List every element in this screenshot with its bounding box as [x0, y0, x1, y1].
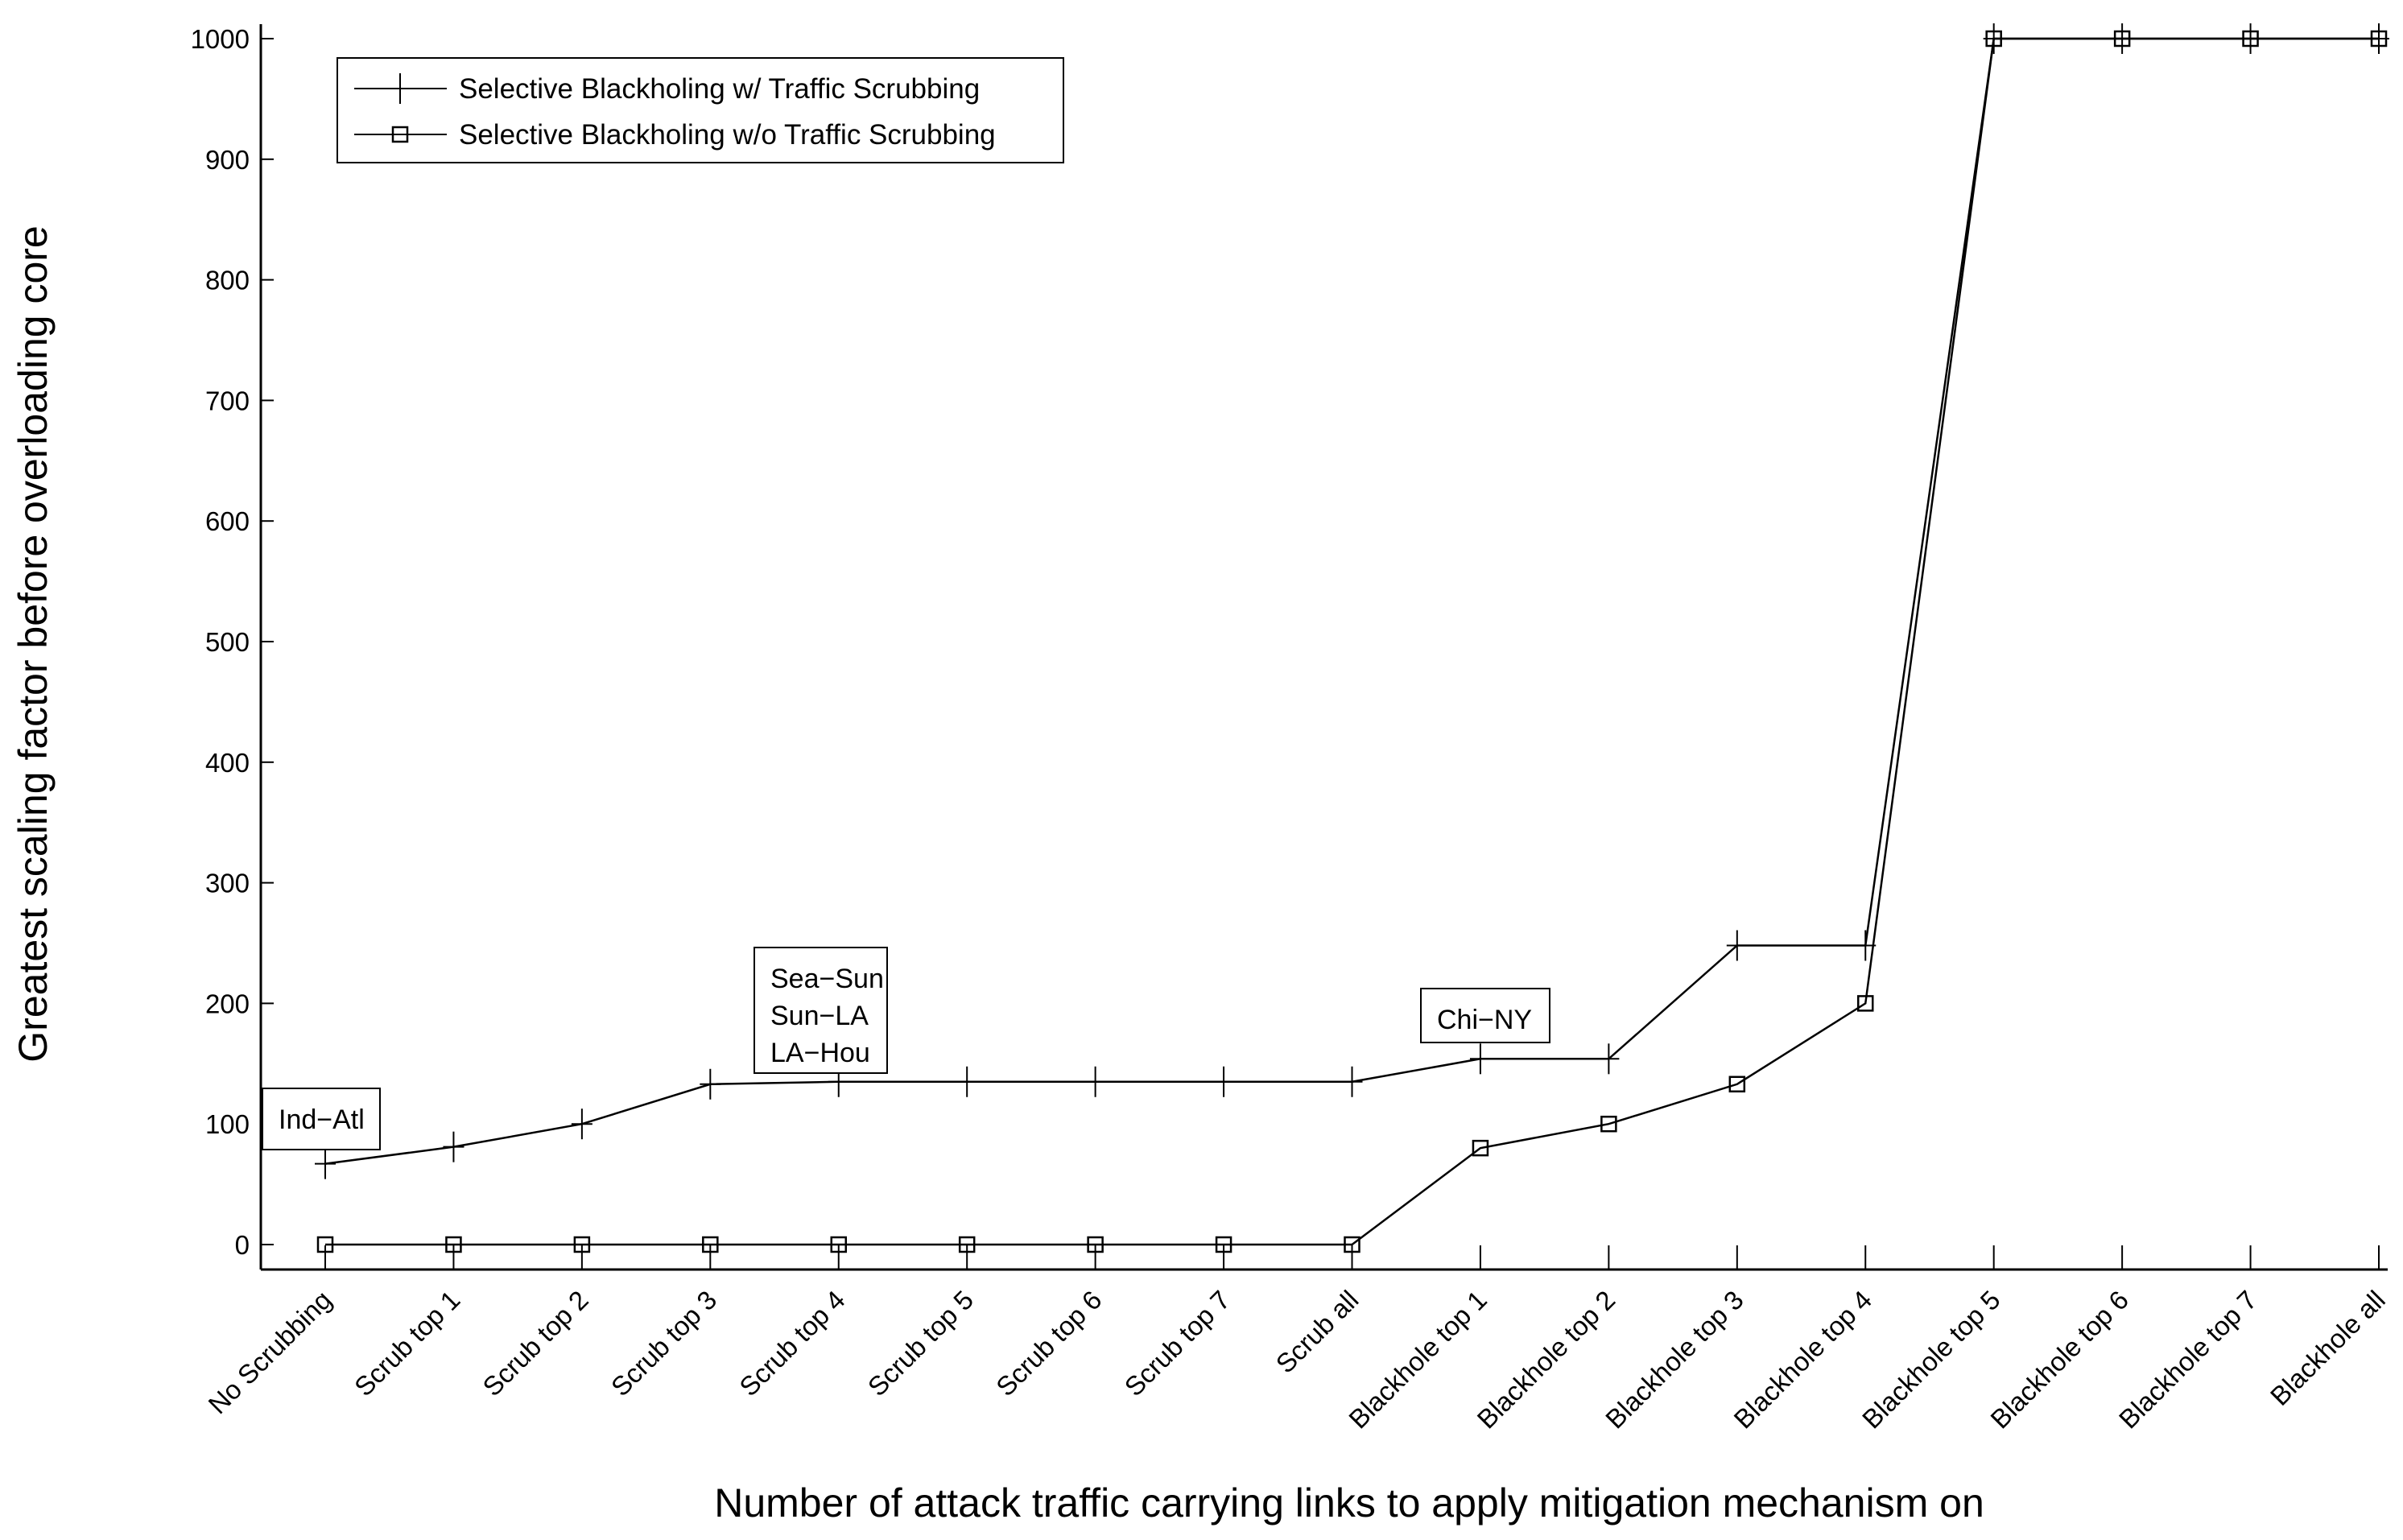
- y-tick-label: 100: [205, 1109, 250, 1139]
- annotation-text: Sun−LA: [770, 1001, 869, 1031]
- square-marker: [1344, 1236, 1360, 1253]
- series-line: [324, 37, 2379, 1165]
- y-tick-label: 1000: [191, 24, 250, 54]
- annotation-frame: [262, 1088, 381, 1150]
- square-marker: [573, 1236, 591, 1253]
- y-tick-label: 700: [205, 386, 250, 415]
- series-plus: [315, 23, 2389, 1179]
- x-tick-label: Scrub top 3: [605, 1285, 723, 1402]
- series-group: [315, 23, 2389, 1253]
- plus-marker: [1726, 930, 1748, 961]
- plus-marker: [1341, 1066, 1363, 1097]
- annotation-frame: [754, 947, 888, 1074]
- legend-frame: [337, 57, 1064, 163]
- square-marker: [316, 1236, 334, 1253]
- x-tick-label: Blackhole top 1: [1343, 1285, 1493, 1435]
- annotation-box: Chi−NY: [1420, 988, 1550, 1043]
- series-line: [325, 37, 2379, 1246]
- plus-marker: [571, 1109, 592, 1140]
- annotation-text: Sea−Sun: [770, 964, 884, 994]
- x-tick-label: Blackhole top 6: [1984, 1285, 2134, 1435]
- series-square: [316, 30, 2388, 1253]
- square-marker: [1728, 1076, 1746, 1093]
- plus-marker: [1084, 1066, 1106, 1097]
- plus-marker: [1213, 1066, 1235, 1097]
- x-tick-label: Blackhole top 3: [1600, 1285, 1749, 1435]
- square-marker: [391, 126, 409, 143]
- y-axis-label: Greatest scaling factor before overloadi…: [10, 225, 56, 1062]
- legend-item: Selective Blackholing w/o Traffic Scrubb…: [354, 119, 996, 151]
- square-marker: [1087, 1236, 1104, 1253]
- x-tick-label: Scrub top 1: [349, 1285, 466, 1402]
- y-tick-label: 900: [205, 145, 250, 175]
- square-marker: [1985, 30, 2002, 47]
- annotation-text: LA−Hou: [770, 1038, 870, 1068]
- x-tick-label: Scrub top 2: [477, 1285, 594, 1402]
- annotation-text: Chi−NY: [1437, 1005, 1532, 1035]
- legend-label: Selective Blackholing w/o Traffic Scrubb…: [459, 119, 996, 151]
- square-marker: [1857, 995, 1874, 1012]
- y-tick-label: 600: [205, 506, 250, 536]
- plus-marker: [390, 73, 411, 104]
- x-tick-label: Scrub all: [1270, 1285, 1365, 1379]
- legend-item: Selective Blackholing w/ Traffic Scrubbi…: [354, 73, 980, 105]
- square-marker: [2242, 30, 2259, 47]
- square-marker: [958, 1236, 976, 1253]
- plus-marker: [700, 1068, 721, 1100]
- square-marker: [2113, 30, 2131, 47]
- x-tick-label: Blackhole all: [2265, 1285, 2391, 1411]
- plus-marker: [315, 1148, 336, 1179]
- x-tick-label: No Scrubbing: [202, 1285, 337, 1420]
- square-marker: [830, 1236, 847, 1253]
- y-tick-label: 200: [205, 989, 250, 1018]
- y-tick-label: 400: [205, 748, 250, 778]
- square-marker: [1600, 1115, 1617, 1133]
- axes: 0 100 200 300 400 500 600 700 800 900 1000 No Scrub…: [191, 24, 2391, 1435]
- legend-label: Selective Blackholing w/ Traffic Scrubbi…: [459, 73, 980, 105]
- plus-marker: [956, 1066, 978, 1097]
- square-marker: [445, 1236, 462, 1253]
- annotation-box: Ind−Atl: [262, 1088, 381, 1150]
- annotation-text: Ind−Atl: [279, 1104, 365, 1135]
- plus-marker: [1598, 1043, 1620, 1075]
- x-tick-label: Blackhole top 7: [2113, 1285, 2263, 1435]
- annotation-frame: [1420, 988, 1550, 1043]
- x-tick-label: Scrub top 5: [862, 1285, 980, 1402]
- x-tick-label: Scrub top 4: [733, 1285, 851, 1402]
- y-tick-label: 500: [205, 627, 250, 657]
- square-marker: [702, 1236, 719, 1253]
- y-tick-label: 800: [205, 266, 250, 295]
- plus-marker: [443, 1131, 464, 1162]
- plus-marker: [1469, 1043, 1491, 1075]
- y-tick-label: 0: [235, 1230, 250, 1260]
- x-tick-label: Blackhole top 4: [1728, 1285, 1877, 1435]
- x-tick-label: Scrub top 6: [990, 1285, 1108, 1402]
- square-marker: [2370, 30, 2388, 47]
- x-tick-label: Scrub top 7: [1119, 1285, 1237, 1402]
- x-axis-label: Number of attack traffic carrying links …: [714, 1480, 1984, 1526]
- annotations: Ind−Atl Sea−Sun Sun−LA LA−Hou Chi−NY: [262, 947, 1550, 1150]
- annotation-box: Sea−Sun Sun−LA LA−Hou: [754, 947, 888, 1074]
- y-tick-label: 300: [205, 869, 250, 898]
- square-marker: [1472, 1139, 1489, 1157]
- x-tick-label: Blackhole top 2: [1472, 1285, 1621, 1435]
- x-tick-label: Blackhole top 5: [1856, 1285, 2006, 1435]
- square-marker: [1215, 1236, 1232, 1253]
- legend: Selective Blackholing w/ Traffic Scrubbi…: [337, 57, 1064, 163]
